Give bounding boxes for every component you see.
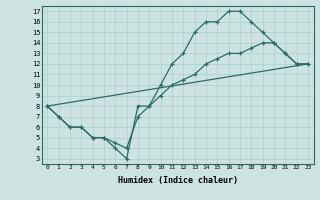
X-axis label: Humidex (Indice chaleur): Humidex (Indice chaleur) bbox=[118, 176, 237, 185]
